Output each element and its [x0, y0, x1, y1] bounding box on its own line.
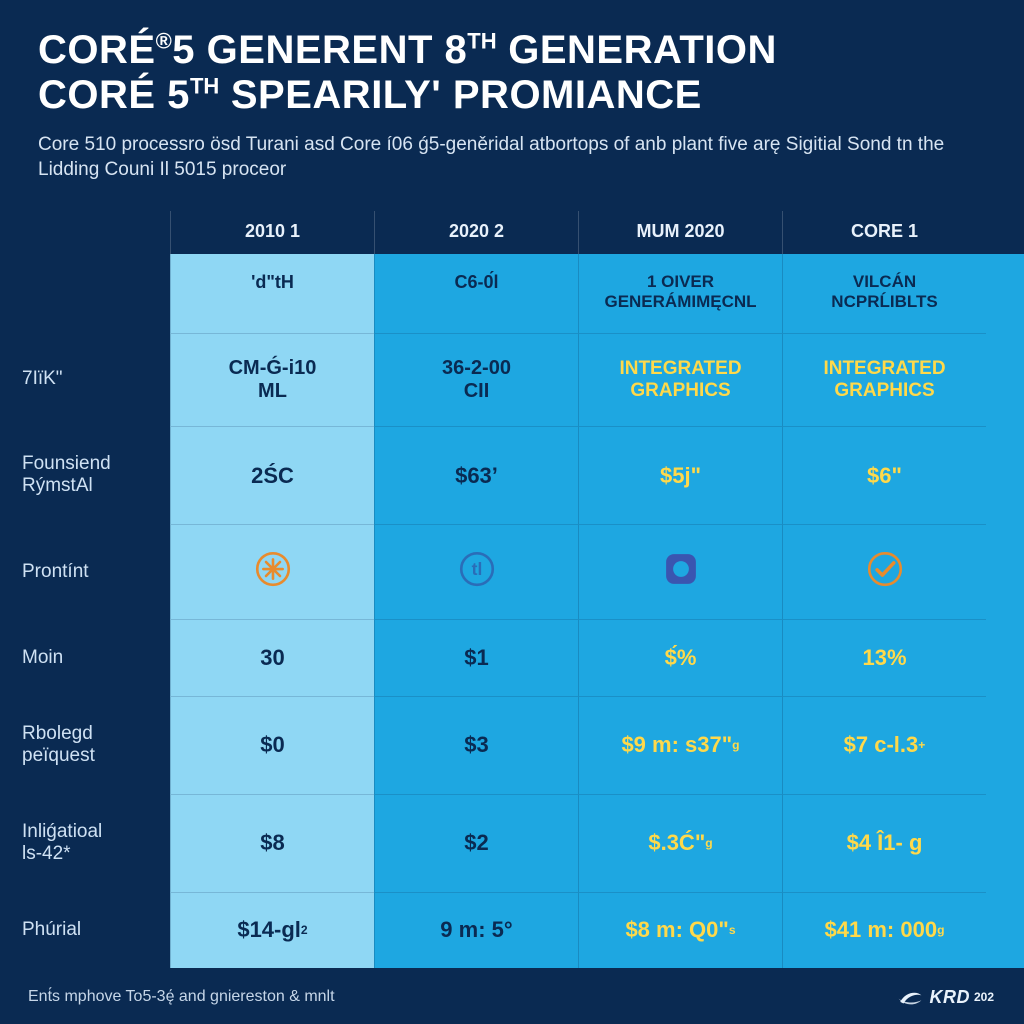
- col-header-top: 2020 2: [374, 211, 578, 254]
- icon-cell: [578, 524, 782, 619]
- row-label: Inliǵatioalls-42*: [0, 794, 170, 892]
- icon-cell: [782, 524, 986, 619]
- data-cell: $8 m: Q0"s: [578, 892, 782, 968]
- page-title: CORÉ®5 GENERENT 8TH GENERATIONCORÉ 5TH S…: [38, 28, 986, 118]
- swoosh-icon: [897, 984, 923, 1010]
- data-cell: INTEGRATEDGRAPHICS: [782, 333, 986, 426]
- col-header-sub: C6-0́l: [374, 254, 578, 333]
- icon-cell: [170, 524, 374, 619]
- row-label: 7IïK": [0, 333, 170, 426]
- comparison-table: 2010 1 2020 2 MUM 2020 CORE 1 'd"tH C6-0…: [0, 211, 1024, 968]
- data-cell: $0: [170, 696, 374, 794]
- data-cell: $́%: [578, 619, 782, 695]
- data-cell: $9 m: s37"g: [578, 696, 782, 794]
- page-subtitle: Core 510 processro ösd Turani asd Core í…: [38, 132, 978, 183]
- data-cell: $63’: [374, 426, 578, 524]
- asterisk-circle-icon: [252, 548, 294, 596]
- logo-year: 202: [974, 990, 994, 1004]
- col-header-top: 2010 1: [170, 211, 374, 254]
- data-cell: $.3Ć"g: [578, 794, 782, 892]
- header: CORÉ®5 GENERENT 8TH GENERATIONCORÉ 5TH S…: [0, 0, 1024, 193]
- infographic-page: CORÉ®5 GENERENT 8TH GENERATIONCORÉ 5TH S…: [0, 0, 1024, 1024]
- data-cell: $14-gl2: [170, 892, 374, 968]
- footnote: Ent́s mphove To5-3ę́ and gniereston & mn…: [28, 988, 335, 1006]
- row-label: Phúrial: [0, 892, 170, 968]
- icon-cell: tl: [374, 524, 578, 619]
- data-cell: 2ŚC: [170, 426, 374, 524]
- data-cell: 9 m: 5°: [374, 892, 578, 968]
- data-cell: $5j": [578, 426, 782, 524]
- check-circle-icon: [864, 548, 906, 596]
- data-cell: INTEGRATEDGRAPHICS: [578, 333, 782, 426]
- data-cell: $6": [782, 426, 986, 524]
- col-header-sub: VILCÁNNCPRĹIBLTS: [782, 254, 986, 333]
- svg-text:tl: tl: [471, 559, 482, 579]
- brand-logo: KRD 202: [897, 984, 994, 1010]
- col-header-sub: 'd"tH: [170, 254, 374, 333]
- column-header-sub-row: 'd"tH C6-0́l 1 OIVERGENERÁMIMĘCNL VILCA…: [0, 254, 1024, 333]
- logo-text: KRD: [929, 987, 970, 1008]
- data-cell: 30: [170, 619, 374, 695]
- data-cell: 36-2-00CII: [374, 333, 578, 426]
- data-cell: $1: [374, 619, 578, 695]
- header-spacer: [0, 254, 170, 333]
- column-header-top-row: 2010 1 2020 2 MUM 2020 CORE 1: [0, 211, 1024, 254]
- footer: Ent́s mphove To5-3ę́ and gniereston & mn…: [0, 968, 1024, 1024]
- data-cell: $4 Î1- g: [782, 794, 986, 892]
- row-label: Prontínt: [0, 524, 170, 619]
- table-body: 7IïK"CM-Ǵ-i10ML36-2-00CIIINTEGRATEDGRA…: [0, 333, 1024, 968]
- row-label: Rbolegdpeïquest: [0, 696, 170, 794]
- square-ring-icon: [660, 548, 702, 596]
- data-cell: $41 m: 000g: [782, 892, 986, 968]
- header-spacer: [0, 211, 170, 254]
- data-cell: 13%: [782, 619, 986, 695]
- tl-circle-icon: tl: [456, 548, 498, 596]
- row-label: Moin: [0, 619, 170, 695]
- data-cell: $2: [374, 794, 578, 892]
- row-label: FounsiendRýmstAl: [0, 426, 170, 524]
- data-cell: CM-Ǵ-i10ML: [170, 333, 374, 426]
- col-header-top: CORE 1: [782, 211, 986, 254]
- col-header-sub: 1 OIVERGENERÁMIMĘCNL: [578, 254, 782, 333]
- data-cell: $3: [374, 696, 578, 794]
- col-header-top: MUM 2020: [578, 211, 782, 254]
- data-cell: $8: [170, 794, 374, 892]
- data-cell: $7 c-l.3+: [782, 696, 986, 794]
